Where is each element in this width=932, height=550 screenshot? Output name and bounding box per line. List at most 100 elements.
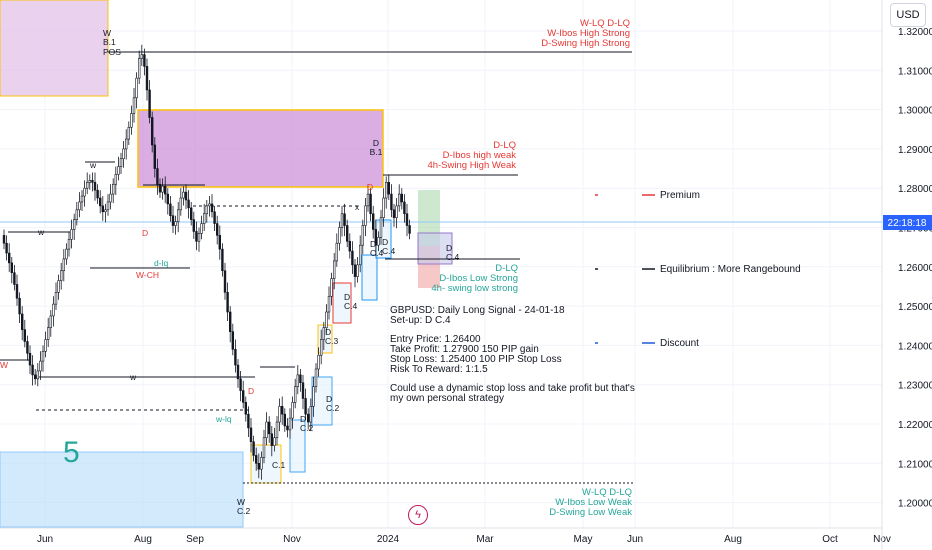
candle-body [382,197,385,218]
chart-annotation: W [103,28,111,38]
c-box [361,254,378,301]
candle-body [99,197,102,207]
level-label: D-Swing High Strong [541,38,630,49]
y-tick-label: 1.23000 [898,381,932,392]
x-tick-label: Jun [37,534,53,545]
y-tick-label: 1.29000 [898,145,932,156]
candle-body [158,183,162,193]
level-label: D-Swing Low Weak [549,507,632,518]
candle-body [358,244,362,266]
x-tick-label: Sep [186,534,204,545]
chart-annotation: D [248,386,254,396]
chart-annotation: w [37,227,45,237]
candle-body [88,180,92,183]
candle-body [312,386,315,407]
candle-body [57,280,60,293]
candle-body [278,406,281,423]
candle-body [132,97,136,114]
candle-body [304,398,307,415]
y-tick-label: 1.25000 [898,302,932,313]
y-tick-label: 1.30000 [898,106,932,117]
chart-annotation: D [326,394,332,404]
candle-body [340,213,344,228]
chart-annotation: D [300,414,306,424]
candle-body [148,89,151,118]
candle-body [203,213,206,224]
candle-body [117,166,120,175]
chart-annotation: B.1 [103,37,116,47]
candle-body [356,264,359,277]
candle-body [384,182,388,199]
candle-body [351,250,354,266]
candle-body [242,390,245,403]
tradingview-logo-icon[interactable]: ϟ [408,505,428,525]
candle-body [174,221,177,226]
candle-body [169,203,172,217]
y-tick-label: 1.26000 [898,263,932,274]
price-badge-label: 22:18:18 [888,218,927,229]
candle-body [156,168,159,185]
candle-body [325,311,328,329]
chart-annotation: W [237,497,245,507]
candle-body [192,219,195,232]
chart-annotation: C.4 [370,248,384,258]
candle-body [39,360,42,372]
candle-body [104,209,107,213]
chart-annotation: C.2 [326,403,340,413]
level-label: D-Ibos Low Strong [439,273,518,284]
candle-body [96,189,99,199]
candle-body [293,386,297,403]
candle-body [387,182,390,195]
candle-body [239,378,242,391]
level-label: W-LQ D-LQ [580,18,630,29]
candle-body [390,193,393,211]
candle-body [91,180,94,183]
zone-label: D [373,138,379,148]
candle-body [65,248,68,260]
x-tick-label: 2024 [377,534,400,545]
candle-body [332,260,336,279]
level-label: D-LQ [493,140,516,151]
candle-body [205,205,208,215]
candle-body [78,201,81,211]
candle-body [177,209,180,222]
trade-note-line: Could use a dynamic stop loss and take p… [390,383,635,394]
candle-body [403,201,406,215]
c-box [289,419,306,473]
candle-body [223,270,227,293]
candle-body [299,374,302,384]
candle-body [83,187,86,197]
x-tick-label: Nov [283,534,301,545]
candle-body [288,417,292,431]
trade-note-line: Risk To Reward: 1:1.5 [390,364,488,375]
candle-body [153,144,156,169]
candle-body [49,315,53,329]
candle-body [200,223,203,234]
candle-body [86,182,89,189]
candle-body [283,413,286,427]
trade-note-line: Entry Price: 1.26400 [390,334,481,345]
candle-body [67,238,71,250]
y-tick-label: 1.31000 [898,66,932,77]
candle-body [8,252,11,264]
candle-body [231,331,234,350]
candle-body [93,182,97,191]
level-label: W-Ibos Low Weak [555,497,632,508]
level-label: D-LQ [495,263,518,274]
chart-annotation: D [142,228,148,238]
x-tick-label: May [574,534,593,545]
c-box [311,376,333,426]
candle-body [226,292,229,313]
candle-body [306,413,310,423]
candle-body [52,303,55,317]
trade-note: GBPUSD: Daily Long Signal - 24-01-18 Set-… [390,306,635,404]
currency-button[interactable]: USD [890,3,926,27]
price-badge [883,215,932,230]
candle-body [112,183,115,195]
candle-body [125,138,128,150]
chart-annotation: C.3 [325,336,339,346]
candle-body [265,421,268,439]
x-tick-label: Aug [134,534,152,545]
